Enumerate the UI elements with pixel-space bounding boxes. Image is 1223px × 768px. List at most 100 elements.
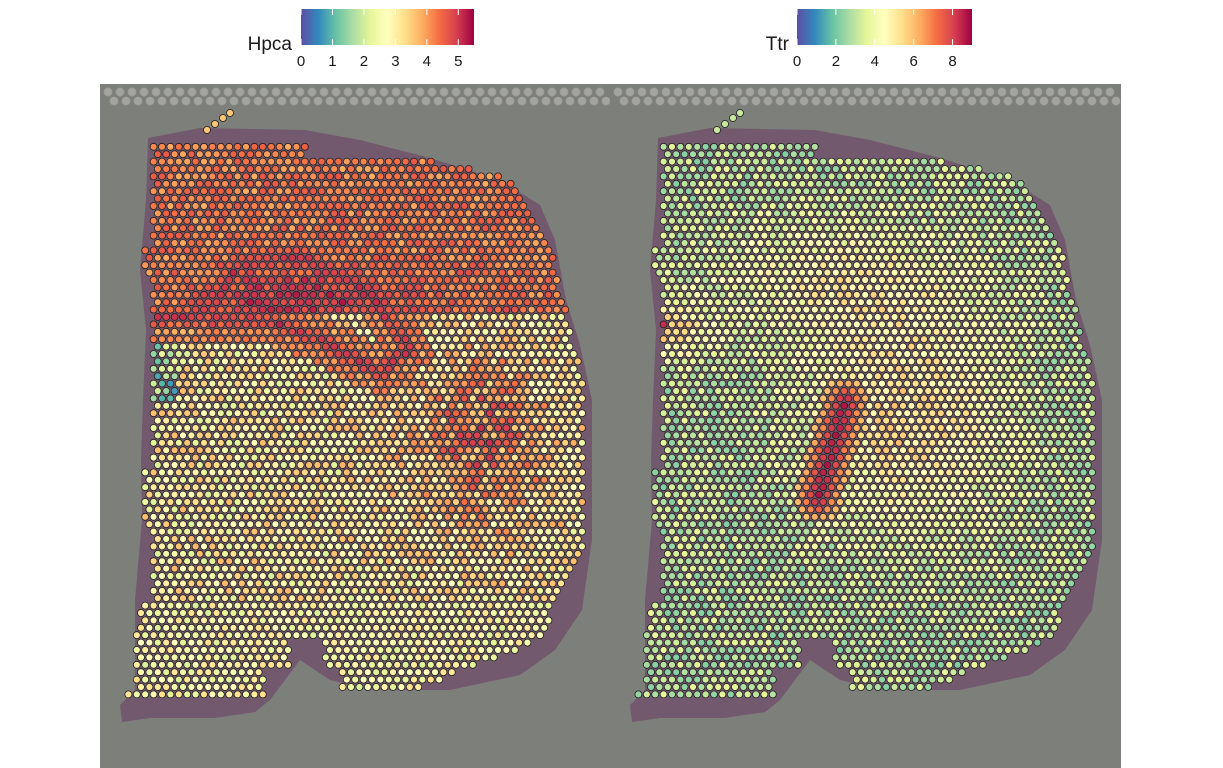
hpca-spot: [296, 209, 305, 218]
hpca-spot: [267, 512, 276, 521]
hpca-spot: [460, 290, 469, 299]
hpca-spot: [284, 290, 292, 299]
hpca-spot: [439, 298, 448, 307]
ttr-spot: [932, 239, 941, 247]
fiducial-dot: [529, 96, 539, 106]
hpca-spot: [153, 179, 162, 188]
hpca-spot: [397, 342, 406, 351]
hpca-spot: [405, 401, 414, 410]
hpca-spot: [481, 594, 490, 603]
hpca-spot: [288, 179, 297, 188]
hpca-spot: [460, 305, 469, 314]
ttr-spot: [781, 165, 790, 173]
hpca-spot: [174, 660, 183, 669]
hpca-spot: [531, 416, 540, 425]
hpca-spot: [527, 216, 536, 225]
hpca-spot: [149, 172, 158, 181]
hpca-spot: [246, 475, 255, 484]
ttr-spot: [823, 327, 832, 336]
hpca-spot: [502, 498, 511, 506]
ttr-spot: [1008, 327, 1017, 336]
hpca-spot: [410, 305, 418, 314]
hpca-spot: [216, 142, 225, 151]
ttr-spot: [663, 150, 672, 159]
hpca-spot: [376, 290, 385, 299]
hpca-spot: [258, 498, 267, 506]
hpca-spot: [502, 468, 511, 477]
ttr-spot: [878, 172, 886, 181]
ttr-spot: [735, 142, 744, 151]
ttr-spot: [890, 298, 899, 307]
hpca-spot: [158, 172, 166, 181]
ttr-spot: [1033, 342, 1042, 351]
hpca-spot: [279, 623, 288, 632]
ttr-spot: [752, 231, 760, 240]
hpca-spot: [254, 490, 263, 499]
hpca-spot: [321, 520, 330, 529]
fiducial-dot: [889, 87, 899, 97]
hpca-spot: [552, 498, 561, 506]
hpca-spot: [254, 535, 263, 543]
hpca-spot: [288, 475, 297, 484]
hpca-spot: [393, 438, 402, 447]
hpca-spot: [317, 335, 326, 344]
hpca-spot: [195, 668, 204, 677]
hpca-spot: [519, 631, 528, 640]
ttr-spot: [684, 172, 693, 181]
hpca-spot: [489, 653, 498, 662]
hpca-spot: [414, 401, 423, 410]
ttr-spot: [1008, 253, 1017, 262]
hpca-spot: [414, 224, 423, 233]
hpca-spot: [363, 342, 372, 351]
ttr-spot: [1020, 187, 1029, 196]
hpca-spot: [506, 490, 515, 499]
ttr-spot: [672, 224, 681, 233]
hpca-spot: [544, 557, 553, 566]
hpca-spot: [485, 557, 494, 566]
hpca-spot: [170, 475, 179, 484]
hpca-spot: [359, 394, 368, 403]
hpca-spot: [195, 224, 204, 233]
hpca-spot: [225, 572, 234, 580]
ttr-spot: [1046, 350, 1054, 358]
hpca-spot: [418, 202, 427, 210]
hpca-spot: [536, 290, 544, 299]
hpca-spot: [372, 387, 381, 395]
ttr-spot: [1029, 276, 1038, 284]
hpca-spot: [158, 586, 166, 595]
hpca-spot: [552, 305, 561, 314]
hpca-spot: [313, 401, 322, 410]
hpca-spot: [288, 609, 297, 617]
hpca-spot: [510, 468, 519, 477]
fiducial-dot: [997, 87, 1007, 97]
hpca-spot: [519, 586, 528, 595]
hpca-spot: [342, 261, 351, 270]
fiducial-dot: [427, 87, 437, 97]
hpca-spot: [254, 313, 263, 321]
hpca-spot: [351, 512, 360, 521]
hpca-spot: [183, 542, 192, 551]
hpca-spot: [456, 357, 465, 366]
hpca-spot: [485, 453, 494, 462]
hpca-spot: [174, 453, 183, 462]
ttr-spot: [970, 261, 979, 270]
ttr-spot: [789, 209, 798, 218]
hpca-spot: [351, 675, 360, 684]
hpca-spot: [405, 239, 414, 247]
hpca-spot: [212, 653, 221, 662]
hpca-spot: [317, 424, 326, 432]
hpca-spot: [158, 379, 166, 388]
hpca-spot: [393, 453, 402, 462]
hpca-spot: [141, 646, 150, 654]
ttr-spot: [1054, 246, 1063, 255]
hpca-spot: [225, 335, 234, 344]
hpca-spot: [170, 431, 179, 440]
ttr-spot: [886, 261, 895, 270]
hpca-spot: [405, 623, 414, 632]
hpca-spot: [397, 638, 406, 647]
hpca-spot: [384, 660, 393, 669]
ttr-spot: [663, 327, 672, 336]
hpca-spot: [569, 512, 578, 521]
hpca-spot: [536, 468, 544, 477]
hpca-spot: [347, 283, 355, 292]
